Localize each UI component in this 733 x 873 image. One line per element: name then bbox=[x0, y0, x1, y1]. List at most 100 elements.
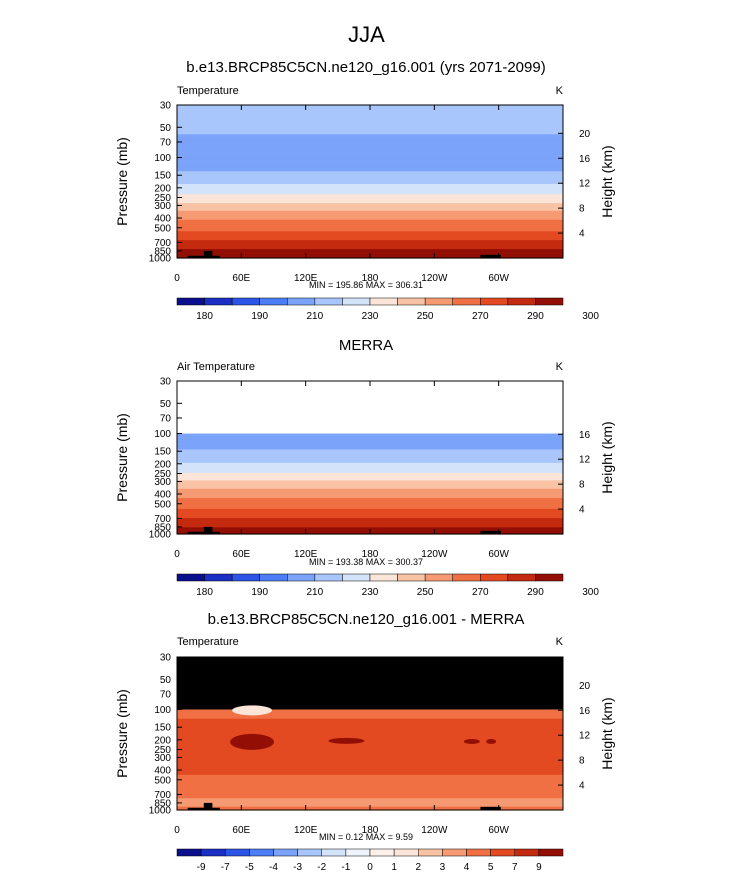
contour-band bbox=[177, 714, 563, 716]
contour-band bbox=[177, 783, 563, 785]
colorbar-label: 4 bbox=[464, 862, 470, 873]
contour-band bbox=[177, 723, 563, 726]
y-tick-label: 100 bbox=[154, 429, 171, 440]
colorbar-box bbox=[249, 848, 274, 857]
contour-band bbox=[177, 148, 563, 151]
contour-band bbox=[177, 143, 563, 146]
contour-band bbox=[177, 242, 563, 245]
contour-field bbox=[177, 105, 563, 259]
contour-band bbox=[177, 194, 563, 197]
contour-band bbox=[177, 747, 563, 749]
contour-band bbox=[177, 465, 563, 467]
colorbar-label: 270 bbox=[472, 311, 489, 322]
height-tick-label: 12 bbox=[579, 731, 591, 742]
contour-band bbox=[177, 490, 563, 492]
x-tick-label: 0 bbox=[174, 825, 180, 836]
height-tick-label: 12 bbox=[579, 455, 591, 466]
colorbar-box bbox=[424, 297, 453, 306]
contour-band bbox=[177, 485, 563, 487]
y-axis-title: Pressure (mb) bbox=[114, 689, 130, 778]
colorbar-box bbox=[225, 848, 250, 857]
contour-band bbox=[177, 145, 563, 148]
colorbar-box bbox=[231, 573, 260, 582]
contour-band bbox=[177, 158, 563, 161]
contour-band bbox=[177, 133, 563, 135]
contour-band bbox=[177, 222, 563, 225]
contour-band bbox=[177, 801, 563, 804]
x-axis: 0 60E 120E 180 120W 60W bbox=[174, 657, 510, 836]
contour-band bbox=[177, 451, 563, 453]
contour-band bbox=[177, 715, 563, 717]
contour-band bbox=[177, 140, 563, 143]
contour-band bbox=[177, 758, 563, 760]
contour-band bbox=[177, 507, 563, 509]
contour-band bbox=[177, 727, 563, 729]
colorbar-box bbox=[287, 297, 316, 306]
colorbar-box bbox=[442, 848, 467, 857]
contour-band bbox=[177, 763, 563, 766]
contour-band bbox=[177, 799, 563, 801]
x-tick-label: 0 bbox=[174, 273, 180, 284]
contour-band bbox=[177, 457, 563, 460]
colorbar-box bbox=[204, 573, 233, 582]
contour-band bbox=[177, 766, 563, 768]
units-label: K bbox=[556, 361, 564, 373]
x-tick-label: 180 bbox=[362, 549, 379, 560]
contour-band bbox=[177, 184, 563, 186]
colorbar-label: 230 bbox=[362, 587, 379, 598]
contour-band bbox=[177, 131, 563, 134]
height-tick-label: 8 bbox=[579, 756, 585, 767]
y-axis-right: 4 8 12 16 20 Height (km) bbox=[558, 129, 615, 240]
contour-band bbox=[177, 447, 563, 450]
y-tick-label: 300 bbox=[154, 477, 171, 488]
colorbar-label: 190 bbox=[251, 587, 268, 598]
contour-band bbox=[177, 789, 563, 791]
contour-band bbox=[177, 506, 563, 508]
contour-band bbox=[177, 803, 563, 805]
units-label: K bbox=[556, 85, 564, 97]
contour-band bbox=[177, 476, 563, 478]
colorbar-box bbox=[490, 848, 515, 857]
contour-band bbox=[177, 200, 563, 203]
contour-band bbox=[177, 730, 563, 732]
colorbar-box bbox=[369, 848, 395, 857]
panel-title: MERRA bbox=[339, 337, 393, 354]
contour-band bbox=[177, 740, 563, 742]
contour-band bbox=[177, 517, 563, 519]
contour-band bbox=[177, 782, 563, 784]
contour-band bbox=[177, 765, 563, 768]
x-tick-label: 60W bbox=[488, 273, 509, 284]
contour-band bbox=[177, 784, 563, 787]
contour-band bbox=[177, 247, 563, 250]
contour-band bbox=[177, 170, 563, 172]
contour-band bbox=[177, 732, 563, 734]
contour-band bbox=[177, 528, 563, 530]
contour-band bbox=[177, 223, 563, 226]
contour-band bbox=[177, 778, 563, 780]
panel-title: b.e13.BRCP85C5CN.ne120_g16.001 (yrs 2071… bbox=[186, 59, 545, 76]
contour-band bbox=[177, 441, 563, 443]
colorbar-box bbox=[538, 848, 564, 857]
colorbar-box bbox=[507, 297, 536, 306]
contour-band bbox=[177, 161, 563, 163]
contour-band bbox=[177, 201, 563, 204]
contour-band bbox=[177, 440, 563, 442]
contour-band bbox=[177, 115, 563, 118]
y-tick-label: 400 bbox=[154, 766, 171, 777]
x-tick-label: 60E bbox=[232, 549, 250, 560]
colorbar-label: 1 bbox=[391, 862, 397, 873]
y-tick-label: 700 bbox=[154, 790, 171, 801]
contour-band bbox=[177, 727, 563, 730]
contour-band bbox=[177, 173, 563, 176]
colorbar-label: -4 bbox=[269, 862, 278, 873]
y-tick-label: 250 bbox=[154, 745, 171, 756]
contour-band bbox=[177, 231, 563, 234]
contour-band bbox=[177, 217, 563, 220]
contour-band bbox=[177, 178, 563, 181]
contour-band bbox=[177, 786, 563, 788]
colorbar-box bbox=[321, 848, 347, 857]
contour-band bbox=[177, 761, 563, 763]
contour-band bbox=[177, 436, 563, 439]
